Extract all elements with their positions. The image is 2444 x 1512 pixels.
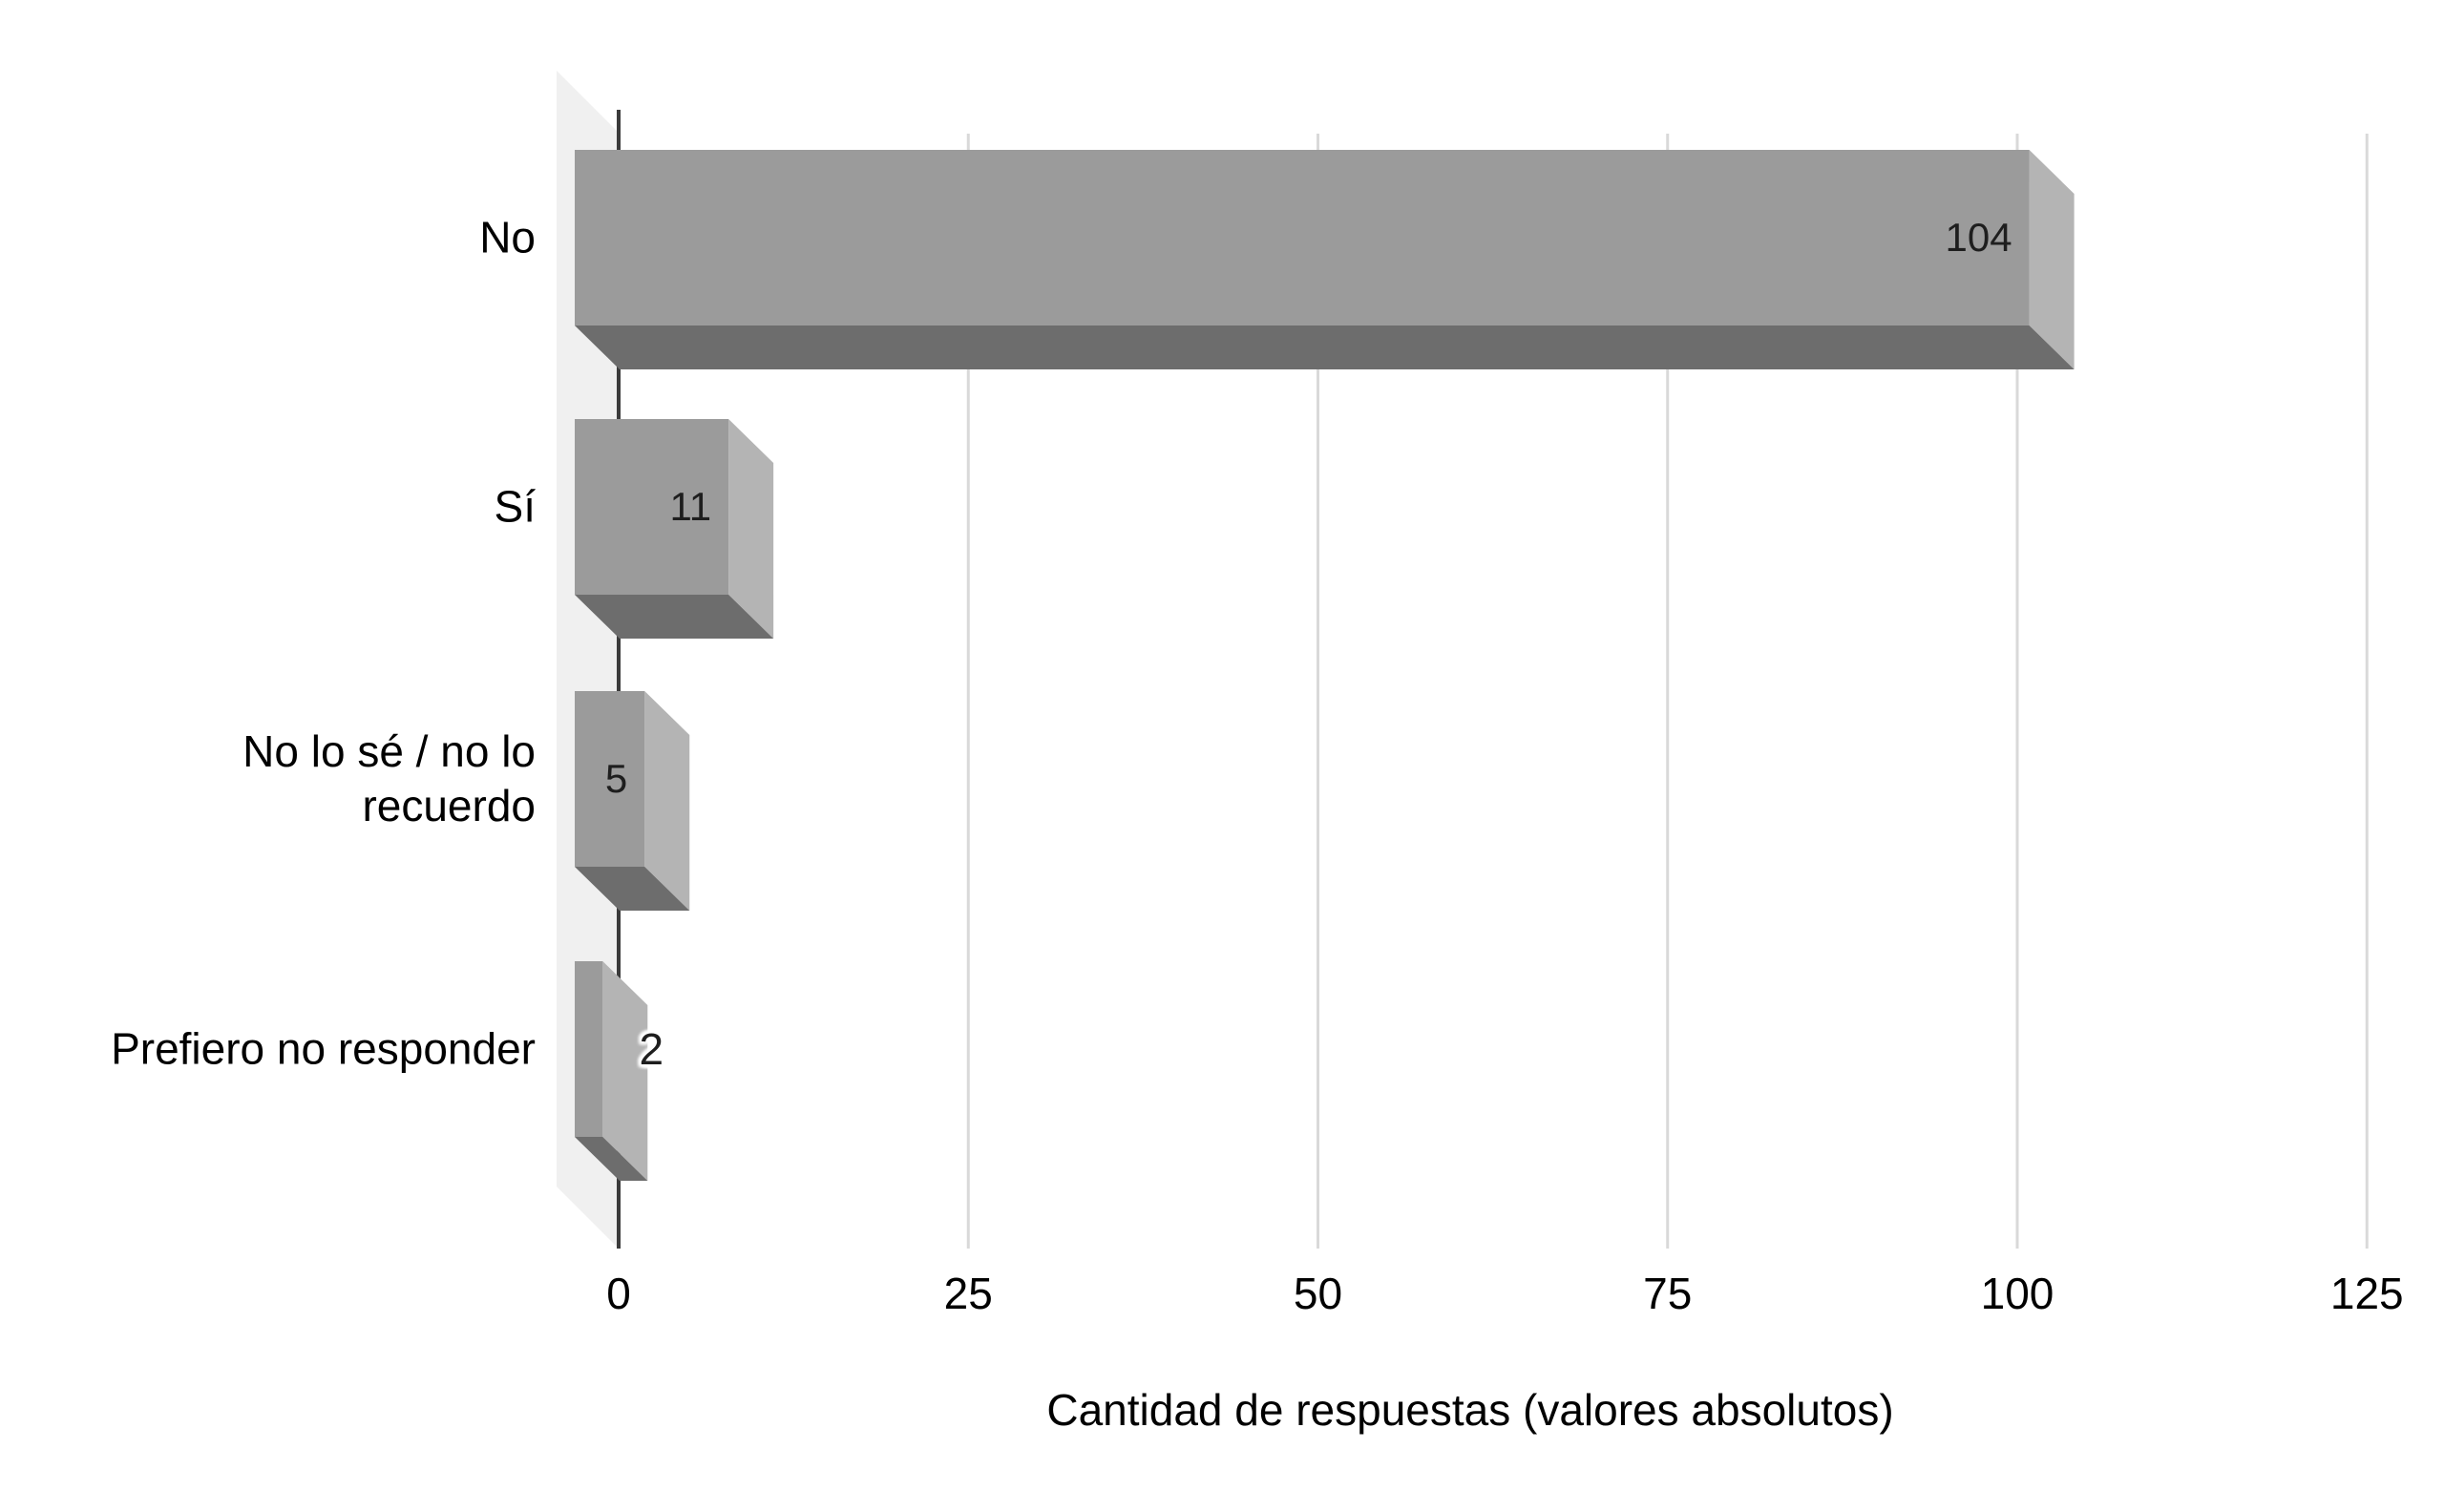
bar-front-face [575, 961, 603, 1137]
bar-bottom-face [575, 1137, 648, 1181]
bar-bottom-face [575, 595, 774, 639]
bar-front-face [575, 691, 645, 867]
bar-side-face [602, 961, 648, 1181]
bar-no-lo-se-no-lo-recuerdo [575, 691, 690, 911]
bar-side-face [644, 691, 690, 911]
bar-front-face [575, 150, 2030, 326]
x-axis-title: Cantidad de respuestas (valores absoluto… [1046, 1385, 1894, 1435]
bar-side-face [728, 419, 774, 639]
bar-front-face [575, 419, 729, 595]
bar-side-face [2029, 150, 2075, 369]
bar-si [575, 419, 774, 639]
bar-no [575, 150, 2075, 369]
bar-bottom-face [575, 867, 690, 911]
bar-bottom-face [575, 326, 2075, 369]
bar-prefiero-no-responder [575, 961, 648, 1181]
chart-3d-wall [557, 71, 619, 1249]
